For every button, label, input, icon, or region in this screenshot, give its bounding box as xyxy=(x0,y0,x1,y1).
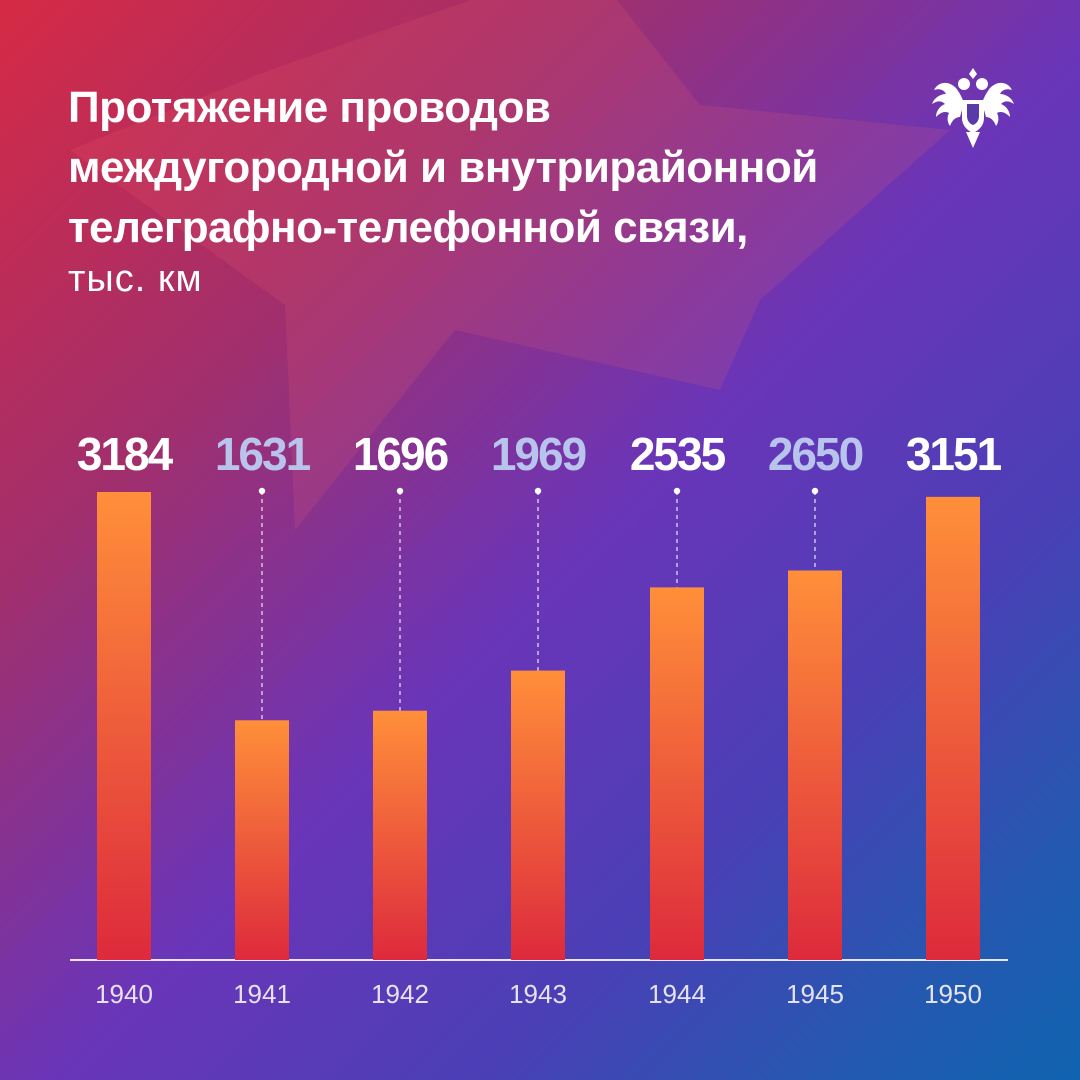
x-tick-label-1950: 1950 xyxy=(924,979,982,1009)
leader-dot-1945 xyxy=(811,487,819,495)
chart-title: Протяжение проводов междугородной и внут… xyxy=(68,78,818,258)
leader-dot-1941 xyxy=(258,487,266,495)
value-label-1950: 3151 xyxy=(906,428,1002,480)
bar-1950 xyxy=(926,496,980,960)
value-label-1945: 2650 xyxy=(768,428,863,480)
x-tick-label-1941: 1941 xyxy=(233,979,291,1009)
value-label-1944: 2535 xyxy=(630,428,726,480)
value-label-1942: 1696 xyxy=(353,428,448,480)
x-tick-label-1943: 1943 xyxy=(509,979,567,1009)
title-line-3: телеграфно-телефонной связи, xyxy=(68,203,748,252)
title-line-1: Протяжение проводов xyxy=(68,83,551,132)
value-label-1943: 1969 xyxy=(491,428,586,480)
bar-1941 xyxy=(235,720,289,960)
x-tick-label-1944: 1944 xyxy=(648,979,706,1009)
leader-dot-1942 xyxy=(396,487,404,495)
value-label-1940: 3184 xyxy=(77,428,174,480)
unit-label: тыс. км xyxy=(68,258,203,300)
value-label-1941: 1631 xyxy=(215,428,311,480)
x-tick-label-1945: 1945 xyxy=(786,979,844,1009)
bar-1942 xyxy=(373,710,427,960)
leader-dot-1943 xyxy=(534,487,542,495)
double-headed-eagle-emblem-icon xyxy=(932,68,1014,148)
title-line-2: междугородной и внутрирайонной xyxy=(68,143,818,192)
x-tick-label-1940: 1940 xyxy=(95,979,153,1009)
bar-1944 xyxy=(650,587,704,960)
bar-1943 xyxy=(511,670,565,960)
bar-1940 xyxy=(97,492,151,960)
x-tick-label-1942: 1942 xyxy=(371,979,429,1009)
leader-dot-1944 xyxy=(673,487,681,495)
bar-1945 xyxy=(788,570,842,960)
